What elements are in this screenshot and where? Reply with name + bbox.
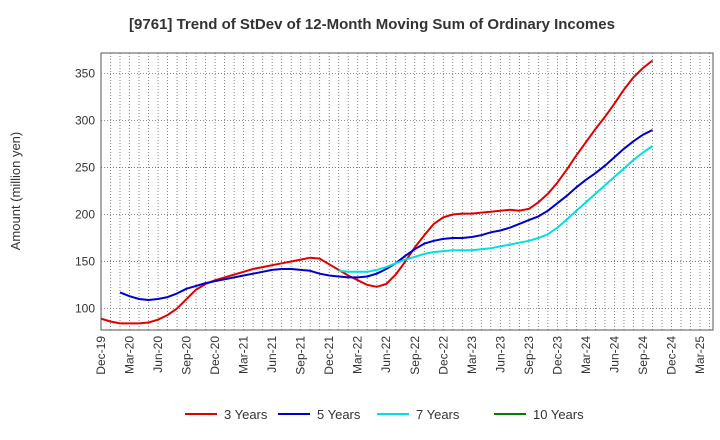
x-tick-label: Jun-20 [151, 336, 165, 373]
x-tick-label: Jun-21 [265, 336, 279, 373]
x-tick-label: Sep-22 [408, 336, 422, 375]
plot-area [100, 52, 714, 331]
y-tick-label: 100 [75, 301, 95, 315]
legend: 3 Years 5 Years 7 Years 10 Years [185, 407, 584, 422]
x-tick-label: Mar-21 [237, 336, 251, 374]
legend-label: 3 Years [224, 407, 268, 422]
x-tick-label: Sep-24 [636, 336, 650, 375]
x-tick-label: Sep-21 [294, 336, 308, 375]
x-tick-label: Jun-23 [493, 336, 507, 373]
x-tick-label: Mar-23 [465, 336, 479, 374]
chart-title: [9761] Trend of StDev of 12-Month Moving… [129, 16, 615, 33]
y-tick-labels: 100 150 200 250 300 350 [75, 67, 95, 316]
x-tick-labels: Dec-19 Mar-20 Jun-20 Sep-20 Dec-20 Mar-21 Jun-… [94, 336, 707, 375]
x-tick-label: Dec-19 [94, 336, 108, 375]
x-tick-label: Sep-20 [180, 336, 194, 375]
legend-label: 10 Years [533, 407, 584, 422]
legend-label: 7 Years [416, 407, 460, 422]
x-tick-label: Dec-23 [550, 336, 564, 375]
x-tick-label: Dec-20 [208, 336, 222, 375]
y-tick-label: 250 [75, 161, 95, 175]
series-line-7-years [338, 145, 654, 273]
x-tick-label: Dec-22 [436, 336, 450, 375]
x-tick-label: Mar-25 [693, 336, 707, 374]
x-tick-label: Dec-21 [322, 336, 336, 375]
x-tick-label: Jun-24 [607, 336, 621, 373]
y-axis-label: Amount (million yen) [8, 132, 23, 251]
legend-label: 5 Years [317, 407, 361, 422]
x-tick-label: Sep-23 [522, 336, 536, 375]
x-tick-label: Mar-20 [123, 336, 137, 374]
series-line-5-years [119, 129, 653, 301]
x-tick-label: Dec-24 [664, 336, 678, 375]
grid [101, 53, 713, 330]
series-lines [100, 59, 654, 325]
x-tick-label: Mar-22 [351, 336, 365, 374]
y-tick-label: 350 [75, 67, 95, 81]
y-tick-label: 150 [75, 254, 95, 268]
x-tick-label: Jun-22 [379, 336, 393, 373]
y-tick-label: 200 [75, 208, 95, 222]
series-line-3-years [100, 59, 654, 325]
x-tick-label: Mar-24 [579, 336, 593, 374]
y-tick-label: 300 [75, 114, 95, 128]
